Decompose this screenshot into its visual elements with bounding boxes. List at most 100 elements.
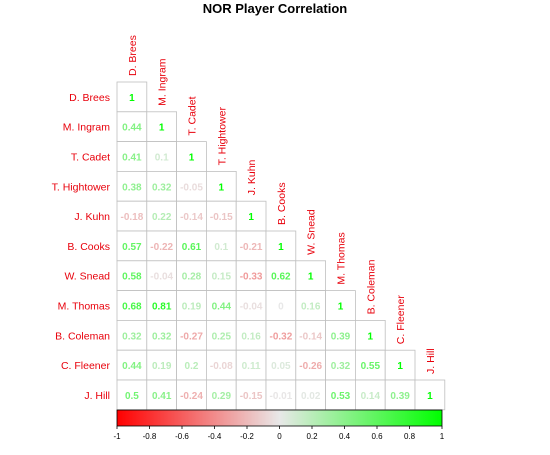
- colorbar-tick-label: 0: [277, 432, 282, 441]
- matrix-cell: [384, 349, 416, 381]
- cell-value-label: 0.62: [271, 272, 291, 283]
- cell-value-label: -0.04: [240, 302, 263, 313]
- column-label: M. Thomas: [336, 232, 348, 284]
- cell-value-label: -0.27: [180, 331, 203, 342]
- cell-value-label: 1: [308, 272, 314, 283]
- column-label: T. Cadet: [187, 96, 199, 135]
- row-label: T. Hightower: [52, 181, 111, 193]
- cell-value-label: 1: [248, 212, 254, 223]
- cell-value-label: 0.32: [152, 182, 172, 193]
- colorbar-tick-label: 0.6: [371, 432, 383, 441]
- cell-value-label: 1: [427, 391, 433, 402]
- column-label: B. Cooks: [276, 182, 288, 225]
- cell-value-label: 0.15: [212, 272, 232, 283]
- matrix-cell: [354, 349, 386, 381]
- cell-value-label: 0: [278, 302, 284, 313]
- matrix-cell: [116, 260, 148, 291]
- matrix-cell: [235, 230, 267, 262]
- cell-value-label: 0.16: [301, 302, 321, 313]
- cell-value-label: 1: [129, 93, 135, 104]
- matrix-cell: [146, 230, 178, 262]
- matrix-cell: [146, 200, 178, 232]
- matrix-cell: [414, 379, 446, 411]
- colorbar-tick-label: 1: [440, 432, 445, 441]
- matrix-cell: [116, 319, 148, 351]
- row-label: D. Brees: [69, 92, 110, 104]
- cell-value-label: -0.22: [150, 242, 173, 253]
- matrix-cell: [265, 379, 297, 411]
- matrix-cell: [295, 260, 326, 291]
- matrix-cell: [176, 349, 207, 381]
- cell-value-label: 0.5: [125, 391, 139, 402]
- cell-value-label: 1: [397, 361, 403, 372]
- cell-value-label: -0.05: [180, 182, 203, 193]
- column-label: C. Fleener: [395, 295, 407, 345]
- colorbar-tick-label: -0.2: [240, 432, 254, 441]
- matrix-cell: [205, 170, 237, 202]
- row-label: T. Cadet: [71, 152, 110, 164]
- colorbar-tick-label: -0.6: [175, 432, 189, 441]
- cell-value-label: -0.08: [210, 361, 233, 372]
- row-label: C. Fleener: [61, 360, 111, 372]
- matrix-cell: [235, 349, 267, 381]
- cell-value-label: -0.21: [240, 242, 263, 253]
- colorbar-tick-label: 0.8: [404, 432, 416, 441]
- cell-value-label: 0.58: [122, 272, 142, 283]
- cell-value-label: 0.2: [185, 361, 199, 372]
- cell-value-label: 0.22: [152, 212, 172, 223]
- row-label: M. Ingram: [63, 122, 111, 134]
- cell-value-label: 0.32: [122, 331, 142, 342]
- color-legend: -1 -0.8 -0.6 -0.4 -0.2 0 0.2 0.4 0.6 0.8 1: [113, 409, 445, 441]
- cell-value-label: 1: [159, 123, 165, 134]
- cell-value-label: 0.14: [361, 391, 381, 402]
- column-label: T. Hightower: [216, 107, 228, 166]
- cell-value-label: 1: [338, 302, 344, 313]
- row-label: B. Coleman: [55, 330, 110, 342]
- colorbar-tick-label: 0.4: [339, 432, 351, 441]
- cell-value-label: 0.39: [390, 391, 410, 402]
- cell-value-label: 0.39: [331, 331, 351, 342]
- cell-value-label: -0.04: [150, 272, 173, 283]
- cell-value-label: 0.57: [122, 242, 142, 253]
- cell-value-label: -0.14: [299, 331, 322, 342]
- matrix-cell: [265, 230, 297, 262]
- matrix-cell: [205, 349, 237, 381]
- matrix-cell: [116, 111, 148, 143]
- row-label: J. Kuhn: [74, 211, 110, 223]
- matrix-cell: [116, 349, 148, 381]
- cell-value-label: 0.32: [152, 331, 172, 342]
- column-label: D. Brees: [127, 35, 139, 76]
- cell-value-label: 0.1: [214, 242, 228, 253]
- matrix-cell: [116, 81, 148, 113]
- cell-value-label: 0.02: [301, 391, 321, 402]
- column-label: B. Coleman: [365, 259, 377, 314]
- matrix-cell: [325, 349, 356, 381]
- row-label: M. Thomas: [58, 301, 110, 313]
- cell-value-label: -0.14: [180, 212, 203, 223]
- row-label: W. Snead: [64, 271, 110, 283]
- cell-value-label: 0.19: [182, 302, 202, 313]
- cell-value-label: 0.68: [122, 302, 142, 313]
- matrix-cell: [116, 290, 148, 321]
- column-label: J. Hill: [425, 348, 437, 374]
- colorbar-tick-label: 0.2: [306, 432, 318, 441]
- cell-value-label: 0.41: [122, 153, 142, 164]
- cell-value-label: 0.11: [242, 361, 261, 372]
- cell-value-label: 0.41: [152, 391, 172, 402]
- cell-value-label: -0.15: [210, 212, 233, 223]
- column-label: J. Kuhn: [246, 159, 258, 195]
- cell-value-label: 0.53: [331, 391, 351, 402]
- colorbar-gradient: [116, 409, 443, 427]
- cell-value-label: 0.29: [212, 391, 232, 402]
- matrix-cell: [354, 379, 386, 411]
- cell-value-label: 0.44: [212, 302, 232, 313]
- matrix-cell: [205, 230, 237, 262]
- colorbar-tick-label: -1: [113, 432, 121, 441]
- cell-value-label: 0.25: [212, 331, 232, 342]
- cell-value-label: -0.01: [270, 391, 293, 402]
- cell-value-label: -0.32: [270, 331, 293, 342]
- cell-value-label: 0.61: [182, 242, 202, 253]
- row-labels: D. Brees M. Ingram T. Cadet T. Hightower J. …: [52, 92, 111, 402]
